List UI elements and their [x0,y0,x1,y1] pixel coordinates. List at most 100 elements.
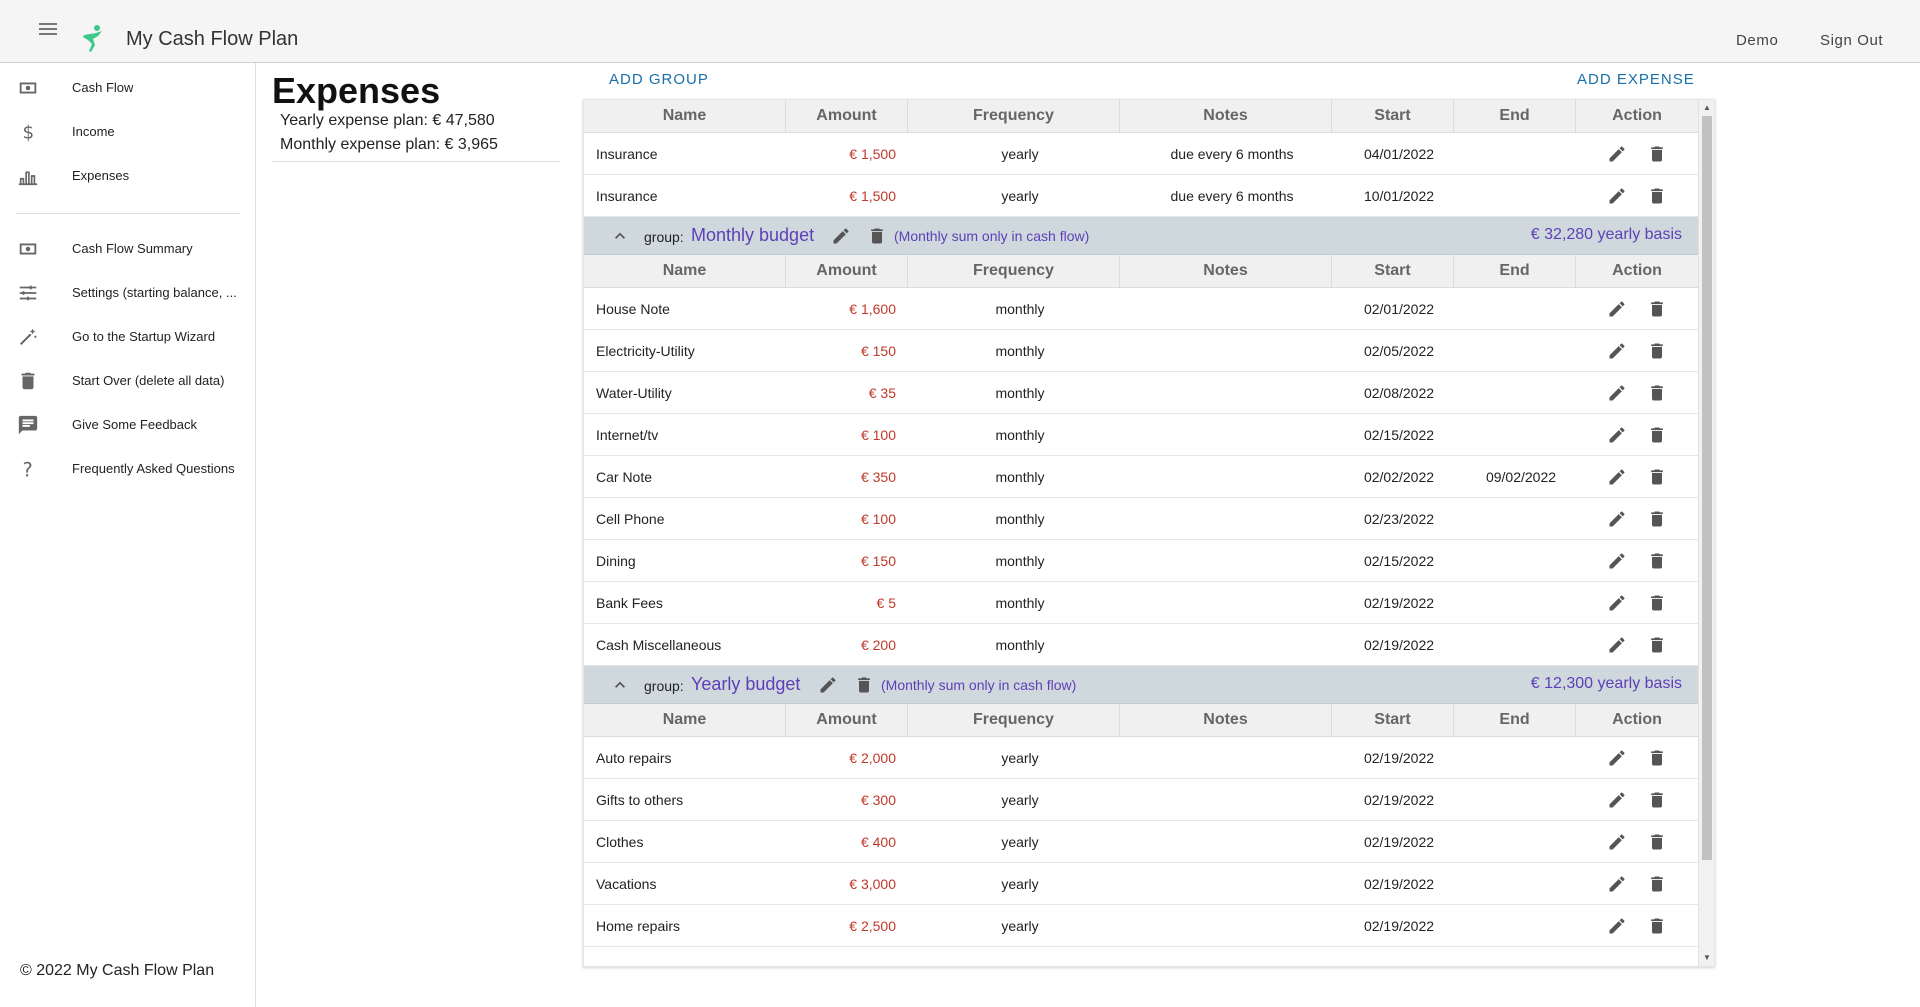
edit-icon[interactable] [1606,508,1628,530]
delete-icon[interactable] [1646,508,1668,530]
action-header[interactable]: Action [1612,711,1662,728]
sidebar-item-faq[interactable]: ? Frequently Asked Questions [0,447,255,491]
amount-header[interactable]: Amount [786,704,908,736]
table-row[interactable]: Internet/tv € 100 monthly 02/15/2022 [584,414,1698,456]
start-header[interactable]: Start [1332,100,1454,132]
table-row[interactable]: Bank Fees € 5 monthly 02/19/2022 [584,582,1698,624]
table-row[interactable]: Cash Miscellaneous € 200 monthly 02/19/2022 [584,624,1698,666]
expense-frequency: monthly [995,510,1045,527]
edit-icon[interactable] [1606,873,1628,895]
end-header[interactable]: End [1454,100,1576,132]
edit-icon[interactable] [1606,382,1628,404]
table-row[interactable]: Electricity-Utility € 150 monthly 02/05/202… [584,330,1698,372]
sidebar-item-settings[interactable]: Settings (starting balance, ... [0,271,255,315]
delete-icon[interactable] [1646,424,1668,446]
table-row[interactable]: Insurance € 1,500 yearly due every 6 months… [584,133,1698,175]
delete-icon[interactable] [1646,185,1668,207]
menu-icon[interactable] [36,20,60,40]
expense-start-date: 02/19/2022 [1363,636,1435,653]
action-header[interactable]: Action [1612,107,1662,124]
delete-icon[interactable] [1646,298,1668,320]
delete-icon[interactable] [1646,466,1668,488]
table-row[interactable]: Home repairs € 2,500 yearly 02/19/2022 [584,905,1698,947]
edit-icon[interactable] [1606,340,1628,362]
name-header[interactable]: Name [584,704,786,736]
table-row[interactable]: Insurance € 1,500 yearly due every 6 months… [584,175,1698,217]
name-header[interactable]: Name [584,255,786,287]
edit-icon[interactable] [1606,466,1628,488]
edit-icon[interactable] [1606,550,1628,572]
delete-icon[interactable] [1646,382,1668,404]
demo-link[interactable]: Demo [1736,32,1779,49]
amount-header[interactable]: Amount [786,255,908,287]
collapse-chevron-icon[interactable] [610,675,630,695]
delete-icon[interactable] [1646,747,1668,769]
sidebar-item-cash-flow-summary[interactable]: Cash Flow Summary [0,227,255,271]
expense-start-date: 02/15/2022 [1363,426,1435,443]
edit-icon[interactable] [1606,592,1628,614]
edit-icon[interactable] [1606,831,1628,853]
edit-icon[interactable] [1606,143,1628,165]
sidebar-item-income[interactable]: $ Income [0,110,255,154]
expense-amount: € 1,600 [849,300,896,317]
start-header[interactable]: Start [1332,255,1454,287]
table-row[interactable]: Vacations € 3,000 yearly 02/19/2022 [584,863,1698,905]
table-row[interactable]: Water-Utility € 35 monthly 02/08/2022 [584,372,1698,414]
sidebar-item-cash-flow[interactable]: Cash Flow [0,66,255,110]
delete-icon[interactable] [1646,831,1668,853]
notes-header[interactable]: Notes [1120,100,1332,132]
edit-icon[interactable] [1606,634,1628,656]
delete-icon[interactable] [1646,873,1668,895]
delete-icon[interactable] [1646,789,1668,811]
delete-group-icon[interactable] [853,674,875,696]
delete-icon[interactable] [1646,143,1668,165]
delete-icon[interactable] [1646,592,1668,614]
scroll-down-icon[interactable]: ▼ [1703,953,1711,962]
edit-icon[interactable] [1606,424,1628,446]
notes-header[interactable]: Notes [1120,255,1332,287]
table-row[interactable]: Dining € 150 monthly 02/15/2022 [584,540,1698,582]
scroll-thumb[interactable] [1702,116,1712,860]
delete-icon[interactable] [1646,915,1668,937]
edit-group-icon[interactable] [830,225,852,247]
table-row[interactable]: Car Note € 350 monthly 02/02/2022 09/02/2022 [584,456,1698,498]
table-row[interactable]: Clothes € 400 yearly 02/19/2022 [584,821,1698,863]
sign-out-link[interactable]: Sign Out [1820,32,1884,49]
name-header[interactable]: Name [584,100,786,132]
end-header[interactable]: End [1454,255,1576,287]
frequency-header[interactable]: Frequency [908,704,1120,736]
add-expense-button[interactable]: ADD EXPENSE [1577,71,1695,88]
sidebar-item-startup-wizard[interactable]: Go to the Startup Wizard [0,315,255,359]
scroll-up-icon[interactable]: ▲ [1703,103,1711,112]
collapse-chevron-icon[interactable] [610,226,630,246]
end-header[interactable]: End [1454,704,1576,736]
table-row[interactable]: House Note € 1,600 monthly 02/01/2022 [584,288,1698,330]
frequency-header[interactable]: Frequency [908,255,1120,287]
add-group-button[interactable]: ADD GROUP [609,71,709,88]
delete-icon[interactable] [1646,550,1668,572]
delete-icon[interactable] [1646,634,1668,656]
amount-header[interactable]: Amount [786,100,908,132]
app-title: My Cash Flow Plan [126,28,299,50]
sidebar-item-expenses[interactable]: Expenses [0,154,255,198]
sidebar-item-feedback[interactable]: Give Some Feedback [0,403,255,447]
delete-icon[interactable] [1646,340,1668,362]
notes-header[interactable]: Notes [1120,704,1332,736]
action-header[interactable]: Action [1612,262,1662,279]
edit-icon[interactable] [1606,747,1628,769]
expense-amount: € 300 [860,791,896,808]
edit-icon[interactable] [1606,298,1628,320]
start-header[interactable]: Start [1332,704,1454,736]
frequency-header[interactable]: Frequency [908,100,1120,132]
expense-amount: € 200 [860,636,896,653]
edit-icon[interactable] [1606,915,1628,937]
table-row[interactable]: Auto repairs € 2,000 yearly 02/19/2022 [584,737,1698,779]
edit-group-icon[interactable] [817,674,839,696]
table-row[interactable]: Gifts to others € 300 yearly 02/19/2022 [584,779,1698,821]
sidebar-item-start-over[interactable]: Start Over (delete all data) [0,359,255,403]
delete-group-icon[interactable] [866,225,888,247]
edit-icon[interactable] [1606,185,1628,207]
edit-icon[interactable] [1606,789,1628,811]
table-row[interactable]: Cell Phone € 100 monthly 02/23/2022 [584,498,1698,540]
table-scrollbar[interactable]: ▲ ▼ [1698,100,1714,966]
